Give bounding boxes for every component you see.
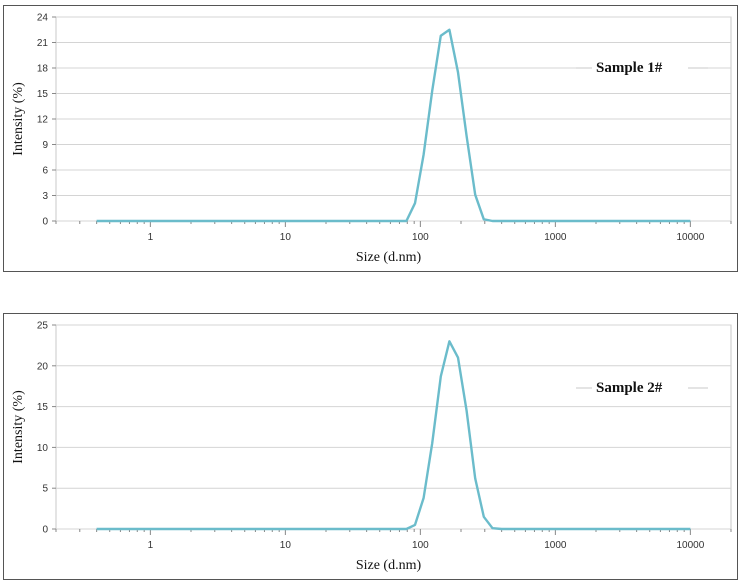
annotation-background (592, 56, 688, 76)
chart-panel-sample-1: 0 3 6 9 12 15 18 21 24 1 10 100 1000 10000 Size (d.nm)… (3, 5, 738, 272)
y-tick-label: 0 (42, 525, 48, 536)
x-tick-label: 10000 (676, 232, 704, 243)
x-axis-title: Size (d.nm) (356, 558, 422, 573)
y-tick-label: 20 (37, 361, 49, 372)
annotation-background (592, 376, 688, 396)
x-tick-label: 1 (148, 540, 154, 551)
sample-label: Sample 1# (596, 60, 663, 76)
y-tick-label: 21 (37, 38, 49, 49)
y-tick-label: 6 (42, 166, 48, 177)
y-tick-label: 12 (37, 115, 49, 126)
x-axis-title: Size (d.nm) (356, 250, 422, 265)
sample-label: Sample 2# (596, 380, 663, 396)
size-distribution-chart-2: 0 5 10 15 20 25 1 10 100 1000 10000 Size (d.nm) Inte… (11, 321, 732, 573)
y-tick-label: 5 (42, 484, 48, 495)
plot-area (55, 324, 732, 530)
y-axis-title: Intensity (%) (11, 82, 26, 156)
x-tick-label: 100 (412, 232, 429, 243)
y-tick-label: 0 (42, 217, 48, 228)
y-tick-label: 15 (37, 402, 49, 413)
y-tick-label: 10 (37, 443, 49, 454)
x-tick-label: 1 (148, 232, 154, 243)
y-tick-label: 25 (37, 321, 49, 332)
x-tick-label: 1000 (544, 232, 567, 243)
y-tick-label: 3 (42, 191, 48, 202)
y-tick-label: 18 (37, 64, 49, 75)
y-tick-label: 9 (42, 140, 48, 151)
x-tick-label: 1000 (544, 540, 567, 551)
y-tick-label: 15 (37, 89, 49, 100)
size-distribution-chart-1: 0 3 6 9 12 15 18 21 24 1 10 100 1000 10000 Size (d.nm)… (11, 13, 732, 265)
chart-panel-sample-2: 0 5 10 15 20 25 1 10 100 1000 10000 Size (d.nm) Inte… (3, 313, 738, 580)
x-tick-label: 10 (280, 540, 292, 551)
y-axis-title: Intensity (%) (11, 390, 26, 464)
x-tick-label: 10000 (676, 540, 704, 551)
intensity-series-line (96, 340, 691, 531)
y-tick-label: 24 (37, 13, 49, 24)
intensity-series-line (96, 28, 691, 223)
x-tick-label: 100 (412, 540, 429, 551)
x-tick-label: 10 (280, 232, 292, 243)
